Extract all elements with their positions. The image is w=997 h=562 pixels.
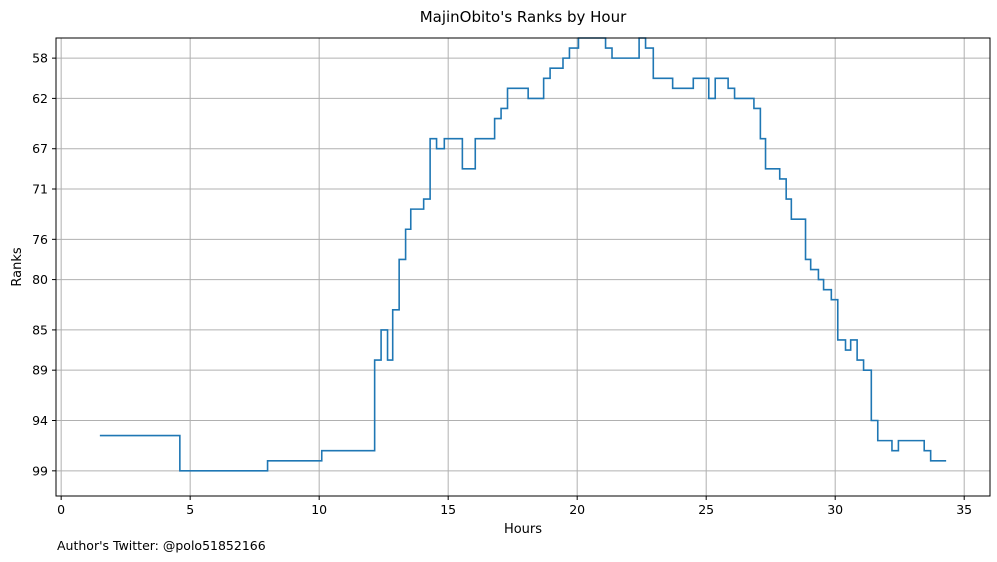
x-tick-label: 10 — [311, 502, 327, 517]
x-tick-label: 0 — [57, 502, 65, 517]
x-tick-label: 25 — [698, 502, 714, 517]
x-tick-label: 35 — [956, 502, 972, 517]
y-axis-label: Ranks — [10, 247, 25, 286]
y-tick-label: 99 — [32, 463, 48, 478]
author-credit: Author's Twitter: @polo51852166 — [57, 538, 266, 553]
x-tick-label: 5 — [186, 502, 194, 517]
y-tick-label: 85 — [32, 322, 48, 337]
y-tick-label: 89 — [32, 363, 48, 378]
y-tick-label: 76 — [32, 232, 48, 247]
x-tick-label: 20 — [569, 502, 585, 517]
y-tick-label: 80 — [32, 272, 48, 287]
y-tick-label: 62 — [32, 91, 48, 106]
chart-title: MajinObito's Ranks by Hour — [420, 8, 627, 26]
x-axis-label: Hours — [504, 522, 542, 537]
y-tick-label: 67 — [32, 141, 48, 156]
x-tick-label: 15 — [440, 502, 456, 517]
y-tick-label: 94 — [32, 413, 48, 428]
y-tick-label: 71 — [32, 181, 48, 196]
y-tick-label: 58 — [32, 51, 48, 66]
x-tick-label: 30 — [827, 502, 843, 517]
